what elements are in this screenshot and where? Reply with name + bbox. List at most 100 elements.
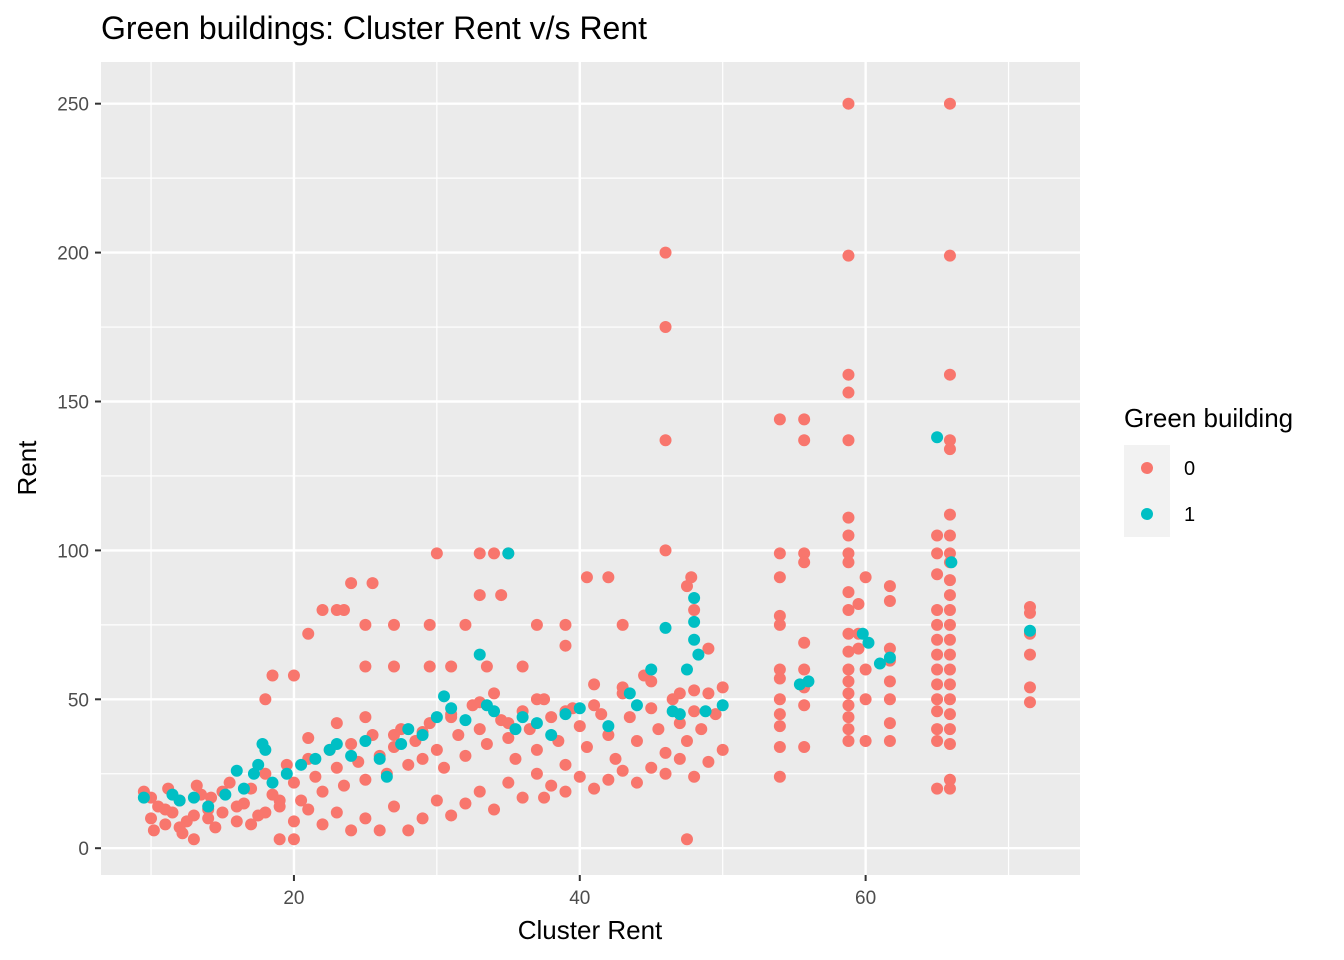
data-point-series-0 xyxy=(931,603,944,616)
data-point-series-0 xyxy=(516,791,529,804)
data-point-series-0 xyxy=(345,737,358,750)
data-point-series-0 xyxy=(330,806,343,819)
data-point-series-0 xyxy=(216,806,229,819)
data-point-series-1 xyxy=(692,648,705,661)
data-point-series-0 xyxy=(173,821,186,834)
data-point-series-0 xyxy=(588,699,601,712)
data-point-series-0 xyxy=(695,723,708,736)
data-point-series-0 xyxy=(445,711,458,724)
data-point-series-1 xyxy=(402,723,415,736)
data-point-series-0 xyxy=(931,782,944,795)
data-point-series-0 xyxy=(438,761,451,774)
data-point-series-0 xyxy=(842,547,855,560)
chart-title: Green buildings: Cluster Rent v/s Rent xyxy=(101,10,647,46)
data-point-series-0 xyxy=(473,589,486,602)
data-point-series-1 xyxy=(716,699,729,712)
data-point-series-0 xyxy=(716,743,729,756)
data-point-series-0 xyxy=(798,413,811,426)
data-point-series-1 xyxy=(645,663,658,676)
data-point-series-1 xyxy=(659,621,672,634)
data-point-series-0 xyxy=(287,833,300,846)
data-point-series-0 xyxy=(559,758,572,771)
data-point-series-0 xyxy=(159,803,172,816)
data-point-series-0 xyxy=(659,321,672,334)
data-point-series-0 xyxy=(688,770,701,783)
legend-label-1: 1 xyxy=(1184,504,1195,526)
data-point-series-0 xyxy=(559,639,572,652)
data-point-series-0 xyxy=(630,734,643,747)
data-point-series-0 xyxy=(943,529,956,542)
data-point-series-0 xyxy=(366,577,379,590)
data-point-series-0 xyxy=(302,803,315,816)
data-point-series-0 xyxy=(530,767,543,780)
data-point-series-0 xyxy=(230,800,243,813)
data-point-series-0 xyxy=(359,773,372,786)
data-point-series-0 xyxy=(495,589,508,602)
data-point-series-0 xyxy=(688,684,701,697)
data-point-series-1 xyxy=(883,651,896,664)
data-point-series-0 xyxy=(273,794,286,807)
data-point-series-0 xyxy=(883,580,896,593)
data-point-series-0 xyxy=(1023,696,1036,709)
data-point-series-0 xyxy=(295,794,308,807)
data-point-series-0 xyxy=(580,571,593,584)
data-point-series-0 xyxy=(387,618,400,631)
y-tick-label: 100 xyxy=(57,541,89,562)
data-point-series-0 xyxy=(473,723,486,736)
data-point-series-0 xyxy=(931,648,944,661)
data-point-series-0 xyxy=(430,794,443,807)
data-point-series-1 xyxy=(173,794,186,807)
data-point-series-1 xyxy=(931,431,944,444)
data-point-series-1 xyxy=(473,648,486,661)
data-point-series-0 xyxy=(883,717,896,730)
data-point-series-0 xyxy=(530,618,543,631)
data-point-series-0 xyxy=(530,693,543,706)
data-point-series-0 xyxy=(602,729,615,742)
data-point-series-0 xyxy=(716,681,729,694)
data-point-series-1 xyxy=(793,678,806,691)
data-point-series-0 xyxy=(859,571,872,584)
data-point-series-0 xyxy=(943,708,956,721)
data-point-series-0 xyxy=(798,556,811,569)
data-point-series-0 xyxy=(402,824,415,837)
data-point-series-0 xyxy=(702,755,715,768)
data-point-series-0 xyxy=(387,800,400,813)
y-tick-label: 0 xyxy=(78,839,89,860)
data-point-series-0 xyxy=(931,663,944,676)
y-tick-label: 150 xyxy=(57,392,89,413)
data-point-series-0 xyxy=(943,648,956,661)
data-point-series-1 xyxy=(688,592,701,605)
data-point-series-0 xyxy=(345,577,358,590)
data-point-series-0 xyxy=(798,740,811,753)
legend-key-0-swatch xyxy=(1141,462,1153,474)
data-point-series-0 xyxy=(645,761,658,774)
data-point-series-0 xyxy=(423,618,436,631)
data-point-series-0 xyxy=(798,699,811,712)
data-point-series-0 xyxy=(943,249,956,262)
data-point-series-0 xyxy=(943,693,956,706)
data-point-series-0 xyxy=(473,785,486,798)
data-point-series-0 xyxy=(280,758,293,771)
data-point-series-1 xyxy=(330,737,343,750)
data-point-series-0 xyxy=(316,818,329,831)
data-point-series-0 xyxy=(773,547,786,560)
data-point-series-0 xyxy=(337,779,350,792)
data-point-series-0 xyxy=(645,702,658,715)
data-point-series-0 xyxy=(842,663,855,676)
data-point-series-0 xyxy=(480,737,493,750)
data-point-series-1 xyxy=(430,711,443,724)
data-point-series-1 xyxy=(438,690,451,703)
x-tick-label: 20 xyxy=(283,888,304,909)
data-point-series-0 xyxy=(773,770,786,783)
data-point-series-0 xyxy=(588,782,601,795)
data-point-series-0 xyxy=(943,547,956,560)
data-point-series-0 xyxy=(430,743,443,756)
data-point-series-0 xyxy=(931,547,944,560)
data-point-series-0 xyxy=(190,779,203,792)
data-point-series-0 xyxy=(452,729,465,742)
data-point-series-0 xyxy=(373,824,386,837)
data-point-series-0 xyxy=(943,368,956,381)
data-point-series-0 xyxy=(545,779,558,792)
data-point-series-1 xyxy=(237,782,250,795)
data-point-series-0 xyxy=(359,812,372,825)
